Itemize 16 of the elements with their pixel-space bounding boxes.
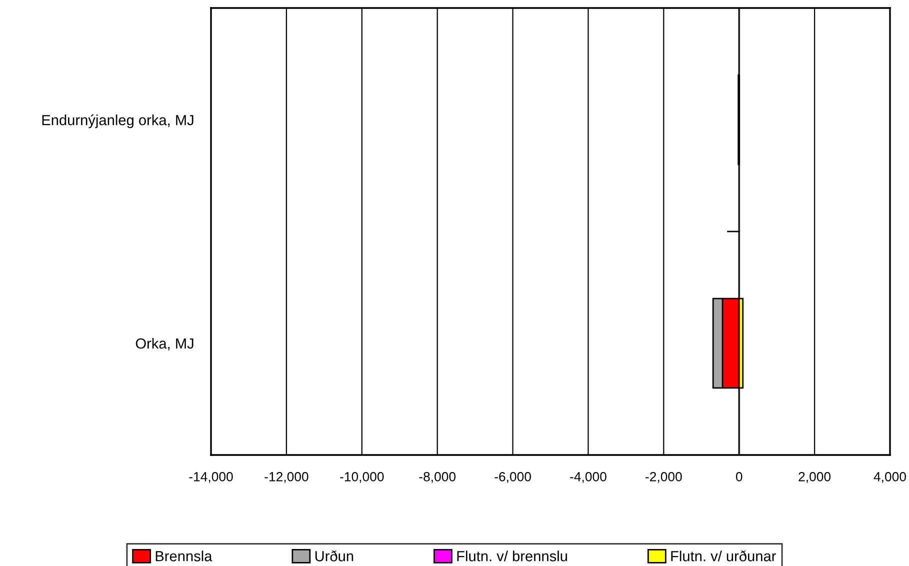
y-tick-label: Orka, MJ [136, 338, 194, 350]
x-tick-label: -12,000 [264, 472, 308, 483]
y-tick-label: Endurnýjanleg orka, MJ [42, 114, 194, 128]
x-tick-label: -4,000 [570, 472, 606, 483]
x-tick-label: -10,000 [340, 472, 384, 483]
x-tick-label: 0 [736, 472, 742, 482]
x-tick-label: -2,000 [646, 472, 682, 483]
x-tick-label: -8,000 [419, 472, 456, 483]
legend-label: Flutn. v/ brennslu [457, 550, 567, 562]
x-tick-label: 4,000 [874, 472, 906, 483]
legend-label: Flutn. v/ urðunar [671, 550, 776, 562]
x-tick-label: -6,000 [494, 472, 531, 483]
legend-label: Urðun [315, 550, 354, 562]
x-tick-label: -14,000 [189, 472, 233, 483]
legend-label: Brennsla [156, 550, 212, 562]
x-tick-label: 2,000 [798, 472, 831, 483]
